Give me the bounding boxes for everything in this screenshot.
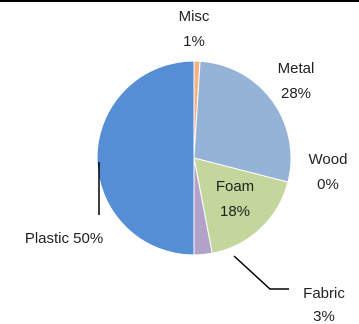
label-foam-value: 18% bbox=[220, 203, 250, 220]
label-plastic: Plastic 50% bbox=[25, 230, 103, 247]
label-foam-name: Foam bbox=[216, 178, 254, 195]
slice-metal bbox=[193, 60, 292, 183]
slice-foam bbox=[193, 157, 289, 254]
leader-line-fabric bbox=[233, 255, 289, 290]
slice-plastic bbox=[96, 60, 195, 256]
slice-labels: Misc 1% Metal 28% Wood 0% Foam 18% Fabri… bbox=[25, 8, 348, 324]
label-misc-name: Misc bbox=[179, 8, 210, 25]
leader-lines bbox=[98, 162, 289, 290]
label-fabric-name: Fabric bbox=[303, 285, 345, 302]
pie-slices bbox=[96, 60, 292, 256]
label-wood-name: Wood bbox=[309, 151, 348, 168]
label-wood-value: 0% bbox=[317, 176, 339, 193]
label-fabric-value: 3% bbox=[313, 308, 335, 324]
top-border bbox=[0, 0, 359, 2]
label-misc-value: 1% bbox=[183, 33, 205, 50]
label-metal-name: Metal bbox=[278, 60, 315, 77]
label-metal-value: 28% bbox=[281, 85, 311, 102]
